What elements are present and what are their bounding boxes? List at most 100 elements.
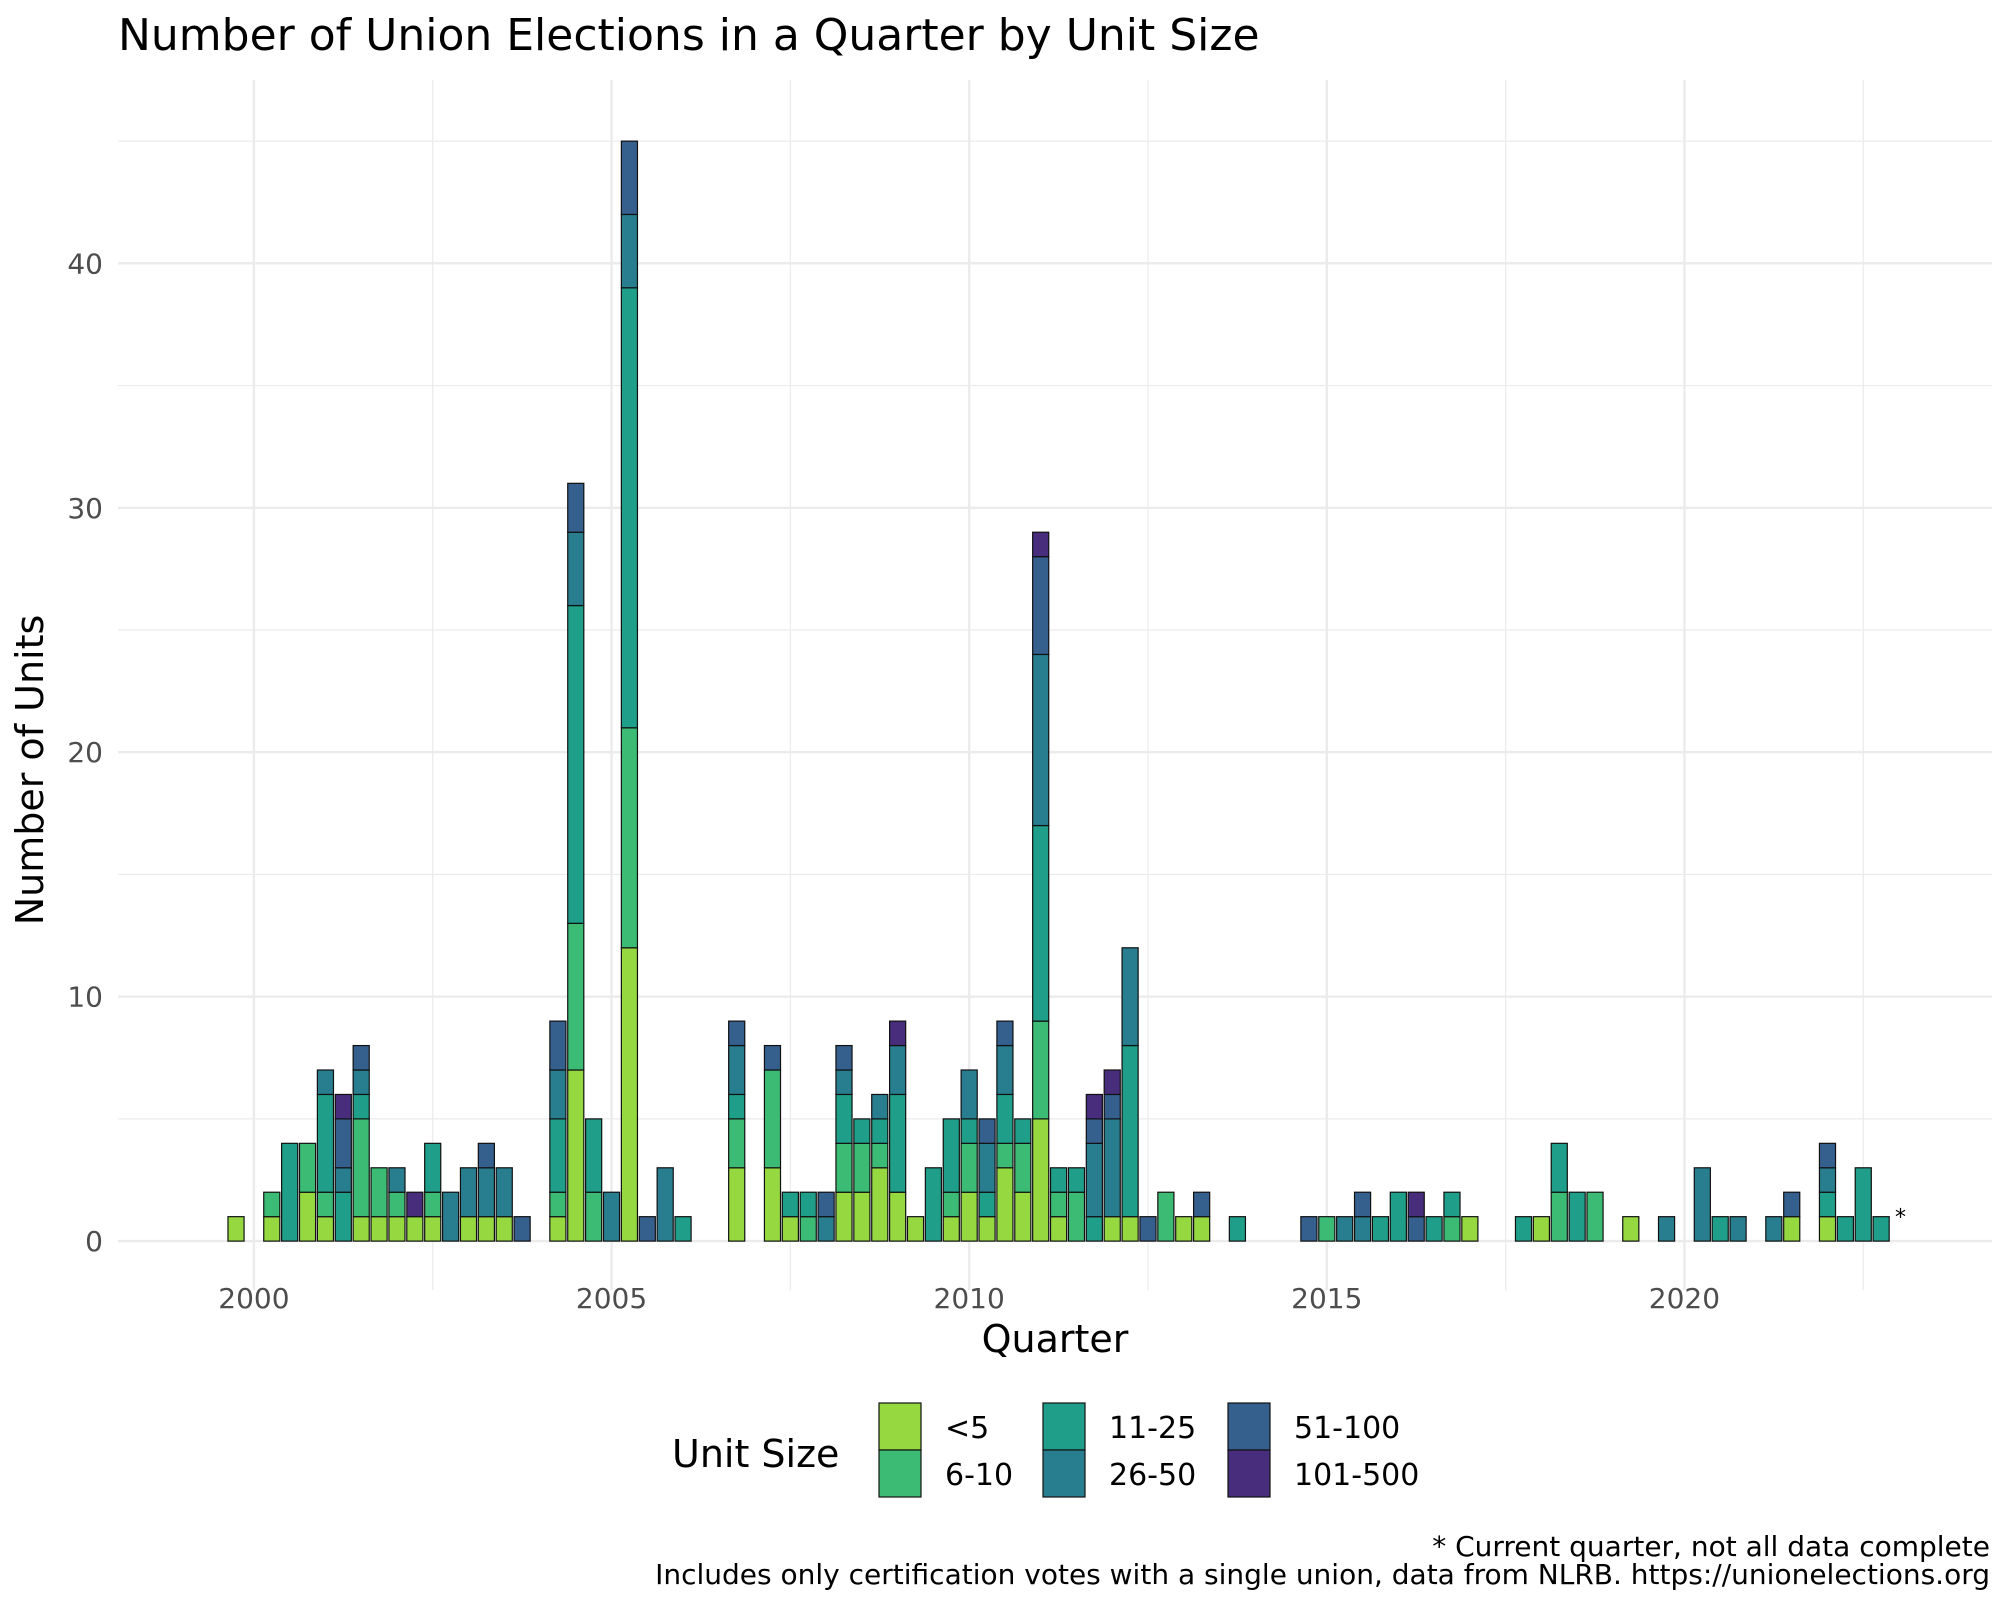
bar-segment bbox=[1157, 1191, 1175, 1242]
x-tick-label: 2000 bbox=[218, 1282, 289, 1315]
bar-segment bbox=[996, 1020, 1014, 1047]
bar-segment bbox=[1532, 1216, 1551, 1242]
bar-segment bbox=[352, 1118, 370, 1218]
bar-segment bbox=[996, 1167, 1014, 1242]
bar-segment bbox=[1121, 1216, 1139, 1242]
bar-segment bbox=[817, 1191, 835, 1218]
bar-segment bbox=[495, 1216, 513, 1242]
bars-layer bbox=[227, 140, 1890, 1242]
y-tick-label: 30 bbox=[67, 492, 103, 525]
legend-label: <5 bbox=[945, 1411, 989, 1446]
bar-segment bbox=[888, 1093, 907, 1193]
bar-segment bbox=[763, 1167, 782, 1242]
bar-segment bbox=[1121, 947, 1139, 1047]
bar-segment bbox=[924, 1167, 943, 1242]
bar-segment bbox=[352, 1216, 370, 1242]
bar-segment bbox=[942, 1118, 960, 1193]
bar-segment bbox=[1765, 1216, 1783, 1242]
legend-key bbox=[1227, 1402, 1271, 1451]
bar-segment bbox=[424, 1142, 442, 1193]
bar-segment bbox=[1175, 1216, 1193, 1242]
bar-segment bbox=[1371, 1216, 1390, 1242]
bar-segment bbox=[459, 1167, 478, 1218]
bar-segment bbox=[334, 1118, 352, 1169]
bar-segment bbox=[263, 1216, 281, 1242]
bar-segment bbox=[871, 1093, 889, 1120]
x-axis-ticks: 2000 2005 2010 2015 2020 bbox=[218, 1282, 1720, 1315]
bar-segment bbox=[853, 1142, 871, 1193]
bar-segment bbox=[281, 1142, 299, 1242]
bar-segment bbox=[334, 1167, 352, 1193]
bar-segment bbox=[1032, 824, 1050, 1022]
bar-segment bbox=[1014, 1191, 1032, 1242]
bar-segment bbox=[835, 1044, 853, 1071]
x-tick-label: 2005 bbox=[576, 1282, 647, 1315]
bar-segment bbox=[1461, 1216, 1479, 1242]
bar-segment bbox=[888, 1191, 907, 1242]
bar-segment bbox=[1657, 1216, 1676, 1242]
legend-label: 26-50 bbox=[1109, 1458, 1196, 1493]
bar-segment bbox=[567, 604, 585, 924]
chart-title: Number of Union Elections in a Quarter b… bbox=[118, 10, 1260, 61]
bar-segment bbox=[728, 1167, 746, 1242]
bar-segment bbox=[406, 1216, 424, 1242]
bar-segment bbox=[835, 1191, 853, 1242]
bar-segment bbox=[567, 922, 585, 1071]
bar-segment bbox=[1729, 1216, 1747, 1242]
bar-segment bbox=[888, 1020, 907, 1047]
bar-segment bbox=[620, 213, 639, 289]
bar-segment bbox=[996, 1093, 1014, 1144]
bar-segment bbox=[316, 1216, 335, 1242]
bar-segment bbox=[728, 1020, 746, 1047]
bar-segment bbox=[1818, 1142, 1837, 1169]
y-tick-label: 40 bbox=[67, 247, 103, 280]
bar-segment bbox=[1032, 556, 1050, 656]
bar-segment bbox=[978, 1142, 996, 1193]
bar-segment bbox=[960, 1191, 978, 1242]
bar-segment bbox=[585, 1191, 603, 1242]
bar-segment bbox=[1032, 531, 1050, 558]
bar-segment bbox=[620, 947, 639, 1242]
bar-segment bbox=[853, 1118, 871, 1144]
bar-segment bbox=[549, 1191, 567, 1218]
bar-segment bbox=[1067, 1191, 1086, 1242]
legend-key bbox=[878, 1402, 922, 1451]
bar-segment bbox=[263, 1191, 281, 1218]
bar-segment bbox=[781, 1216, 799, 1242]
legend-key bbox=[1227, 1449, 1271, 1498]
x-tick-label: 2020 bbox=[1649, 1282, 1720, 1315]
y-tick-label: 0 bbox=[85, 1225, 103, 1258]
bar-segment bbox=[763, 1044, 782, 1071]
bar-segment bbox=[1693, 1167, 1711, 1242]
bar-segment bbox=[1049, 1167, 1068, 1193]
bar-segment bbox=[996, 1142, 1014, 1169]
bar-segment bbox=[728, 1093, 746, 1120]
bar-segment bbox=[835, 1142, 853, 1193]
bar-segment bbox=[978, 1191, 996, 1218]
bar-segment bbox=[1192, 1191, 1211, 1218]
bar-segment bbox=[1103, 1118, 1121, 1218]
bar-segment bbox=[1085, 1093, 1103, 1120]
bar-segment bbox=[942, 1191, 960, 1218]
bar-segment bbox=[334, 1191, 352, 1242]
bar-segment bbox=[227, 1216, 245, 1242]
bar-segment bbox=[1336, 1216, 1354, 1242]
y-axis-ticks: 0 10 20 30 40 bbox=[67, 247, 103, 1258]
legend: Unit Size <5 6-10 11-25 26-50 51-100 101-500 bbox=[672, 1402, 1419, 1498]
bar-segment bbox=[1711, 1216, 1729, 1242]
bar-segment bbox=[942, 1216, 960, 1242]
bar-segment bbox=[477, 1167, 496, 1218]
bar-segment bbox=[1318, 1216, 1336, 1242]
bar-segment bbox=[370, 1216, 388, 1242]
bar-segment bbox=[1049, 1191, 1068, 1218]
bar-segment bbox=[1014, 1118, 1032, 1144]
bar-segment bbox=[978, 1216, 996, 1242]
bar-segment bbox=[316, 1191, 335, 1218]
caption-source: Includes only certification votes with a… bbox=[655, 1558, 1990, 1591]
bar-segment bbox=[602, 1191, 621, 1242]
caption-note: * Current quarter, not all data complete bbox=[1432, 1530, 1990, 1563]
bar-segment bbox=[1103, 1093, 1121, 1120]
bar-segment bbox=[549, 1118, 567, 1193]
bar-segment bbox=[1407, 1191, 1425, 1218]
